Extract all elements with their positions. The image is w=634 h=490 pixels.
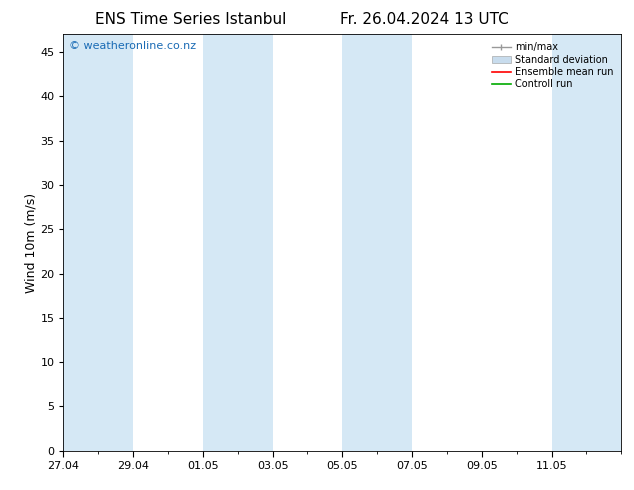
Legend: min/max, Standard deviation, Ensemble mean run, Controll run: min/max, Standard deviation, Ensemble me… <box>489 39 616 92</box>
Text: ENS Time Series Istanbul: ENS Time Series Istanbul <box>94 12 286 27</box>
Bar <box>203 34 273 451</box>
Text: © weatheronline.co.nz: © weatheronline.co.nz <box>69 41 196 50</box>
Bar <box>342 34 412 451</box>
Text: Fr. 26.04.2024 13 UTC: Fr. 26.04.2024 13 UTC <box>340 12 509 27</box>
Bar <box>63 34 133 451</box>
Y-axis label: Wind 10m (m/s): Wind 10m (m/s) <box>25 193 37 293</box>
Bar <box>552 34 621 451</box>
